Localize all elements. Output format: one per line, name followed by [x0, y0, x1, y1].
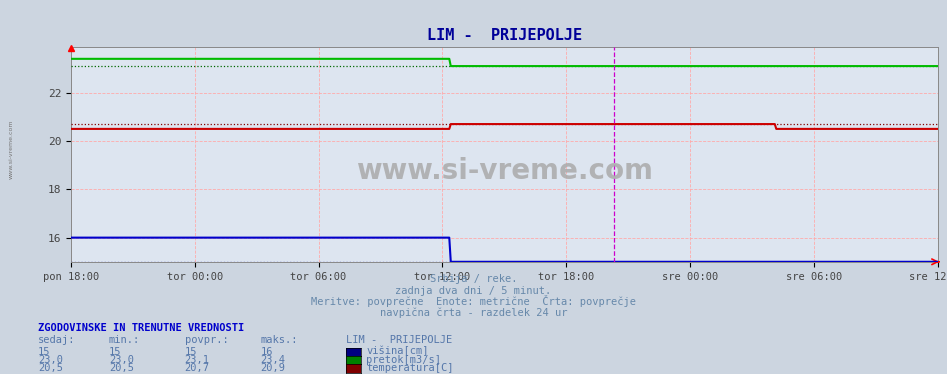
Text: www.si-vreme.com: www.si-vreme.com [9, 120, 14, 180]
Text: 20,9: 20,9 [260, 363, 285, 373]
Text: višina[cm]: višina[cm] [366, 346, 429, 356]
Text: povpr.:: povpr.: [185, 335, 228, 345]
Text: pretok[m3/s]: pretok[m3/s] [366, 355, 441, 365]
Text: sedaj:: sedaj: [38, 335, 76, 345]
Text: temperatura[C]: temperatura[C] [366, 363, 454, 373]
Text: navpična črta - razdelek 24 ur: navpična črta - razdelek 24 ur [380, 307, 567, 318]
Text: 15: 15 [185, 347, 197, 356]
Text: Srbija / reke.: Srbija / reke. [430, 275, 517, 284]
Text: maks.:: maks.: [260, 335, 298, 345]
Text: min.:: min.: [109, 335, 140, 345]
Text: www.si-vreme.com: www.si-vreme.com [356, 157, 652, 186]
Text: zadnja dva dni / 5 minut.: zadnja dva dni / 5 minut. [396, 286, 551, 295]
Text: 16: 16 [260, 347, 273, 356]
Text: 15: 15 [109, 347, 121, 356]
Text: ZGODOVINSKE IN TRENUTNE VREDNOSTI: ZGODOVINSKE IN TRENUTNE VREDNOSTI [38, 323, 244, 333]
Title: LIM -  PRIJEPOLJE: LIM - PRIJEPOLJE [427, 28, 581, 43]
Text: 20,5: 20,5 [109, 363, 134, 373]
Text: LIM -  PRIJEPOLJE: LIM - PRIJEPOLJE [346, 335, 452, 345]
Text: 23,4: 23,4 [260, 355, 285, 365]
Text: 23,1: 23,1 [185, 355, 209, 365]
Text: 20,5: 20,5 [38, 363, 63, 373]
Text: 15: 15 [38, 347, 50, 356]
Text: 23,0: 23,0 [109, 355, 134, 365]
Text: 23,0: 23,0 [38, 355, 63, 365]
Text: 20,7: 20,7 [185, 363, 209, 373]
Text: Meritve: povprečne  Enote: metrične  Črta: povprečje: Meritve: povprečne Enote: metrične Črta:… [311, 295, 636, 307]
